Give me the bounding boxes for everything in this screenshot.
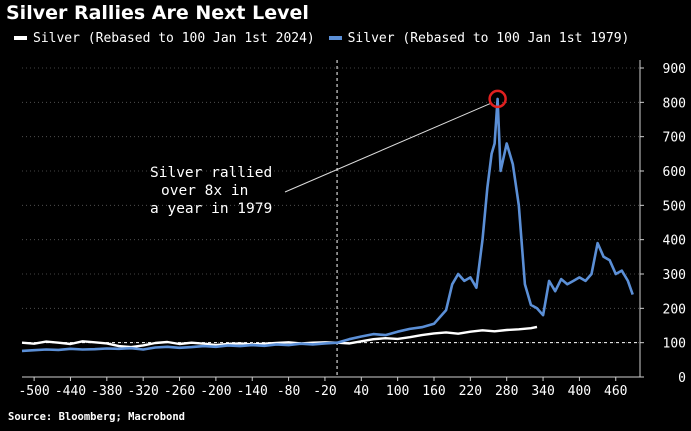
x-tick-label-15: 400	[568, 384, 591, 399]
y-tick-label-8: 800	[663, 96, 686, 111]
y-tick-label-3: 300	[663, 268, 686, 283]
x-tick-label-3: -320	[128, 384, 159, 399]
annotation-circle	[488, 89, 507, 109]
legend-swatch-2024	[14, 36, 27, 40]
axes: -500 -440 -380 -320 -260 -200 -140 -80 -20 40 100 1…	[18, 60, 686, 399]
annotation: Silver rallied over 8x in a year in 1979	[150, 89, 507, 217]
series-line-1	[21, 97, 634, 353]
x-tick-label-1: -440	[55, 384, 86, 399]
y-tick-label-0: 0	[678, 371, 686, 386]
annotation-text-line-1: over 8x in	[161, 183, 248, 199]
x-tick-label-13: 280	[495, 384, 518, 399]
y-tick-label-2: 200	[663, 302, 686, 317]
series-lines	[21, 97, 634, 353]
x-tick-label-2: -380	[91, 384, 122, 399]
x-tick-label-9: 40	[353, 384, 369, 399]
y-tick-label-5: 500	[663, 199, 686, 214]
annotation-leader-line	[284, 102, 492, 193]
x-tick-label-6: -140	[237, 384, 268, 399]
annotation-text-line-2: a year in 1979	[150, 201, 272, 217]
x-tick-label-4: -260	[164, 384, 195, 399]
x-tick-label-16: 460	[604, 384, 627, 399]
series-line-0	[21, 325, 538, 349]
legend: Silver (Rebased to 100 Jan 1st 2024) Sil…	[14, 29, 635, 46]
y-tick-label-9: 900	[663, 62, 686, 77]
x-tick-label-11: 160	[422, 384, 445, 399]
x-tick-label-14: 340	[531, 384, 554, 399]
y-tick-label-1: 100	[663, 337, 686, 352]
legend-swatch-1979	[328, 36, 342, 40]
legend-item-1979: Silver (Rebased to 100 Jan 1st 1979)	[328, 30, 630, 46]
x-tick-label-8: -20	[313, 384, 336, 399]
x-tick-label-7: -80	[277, 384, 300, 399]
x-tick-label-5: -200	[200, 384, 231, 399]
legend-label-2024: Silver (Rebased to 100 Jan 1st 2024)	[33, 30, 315, 46]
x-tick-label-12: 220	[459, 384, 482, 399]
y-tick-label-7: 700	[663, 131, 686, 146]
y-tick-label-4: 400	[663, 234, 686, 249]
chart-title: Silver Rallies Are Next Level	[6, 2, 309, 24]
legend-label-1979: Silver (Rebased to 100 Jan 1st 1979)	[347, 30, 630, 46]
legend-item-2024: Silver (Rebased to 100 Jan 1st 2024)	[14, 31, 315, 46]
source-note: Source: Bloomberg; Macrobond	[8, 411, 186, 423]
annotation-text-line-0: Silver rallied	[150, 165, 272, 181]
grid	[22, 60, 640, 377]
y-tick-label-6: 600	[663, 165, 686, 180]
x-tick-label-10: 100	[386, 384, 409, 399]
x-tick-label-0: -500	[18, 384, 49, 399]
